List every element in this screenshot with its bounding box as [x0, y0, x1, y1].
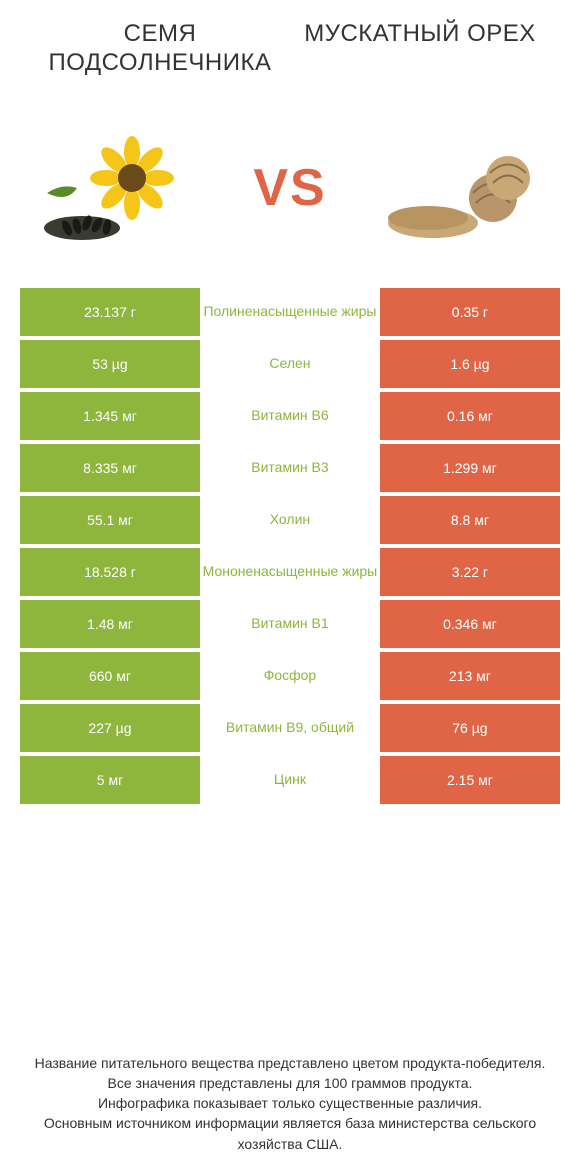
- cell-right-value: 3.22 г: [380, 548, 560, 596]
- cell-nutrient-label: Витамин B3: [200, 444, 380, 492]
- cell-right-value: 0.16 мг: [380, 392, 560, 440]
- cell-left-value: 5 мг: [20, 756, 200, 804]
- cell-nutrient-label: Витамин B9, общий: [200, 704, 380, 752]
- nutmeg-image: [357, 128, 560, 248]
- cell-right-value: 1.6 µg: [380, 340, 560, 388]
- cell-left-value: 1.345 мг: [20, 392, 200, 440]
- cell-nutrient-label: Полиненасыщенные жиры: [200, 288, 380, 336]
- footer-line: Название питательного вещества представл…: [30, 1053, 550, 1073]
- sunflower-seed-image: [20, 128, 223, 248]
- infographic-page: СЕМЯ ПОДСОЛНЕЧНИКА МУСКАТНЫЙ ОРЕХ: [0, 0, 580, 1174]
- title-right: МУСКАТНЫЙ ОРЕХ: [290, 20, 550, 49]
- table-row: 227 µgВитамин B9, общий76 µg: [20, 704, 560, 752]
- cell-left-value: 8.335 мг: [20, 444, 200, 492]
- footer-text: Название питательного вещества представл…: [20, 1053, 560, 1154]
- cell-right-value: 0.35 г: [380, 288, 560, 336]
- table-row: 55.1 мгХолин8.8 мг: [20, 496, 560, 544]
- cell-right-value: 0.346 мг: [380, 600, 560, 648]
- footer-line: Все значения представлены для 100 граммо…: [30, 1073, 550, 1093]
- cell-right-value: 8.8 мг: [380, 496, 560, 544]
- cell-nutrient-label: Мононенасыщенные жиры: [200, 548, 380, 596]
- cell-nutrient-label: Цинк: [200, 756, 380, 804]
- cell-left-value: 1.48 мг: [20, 600, 200, 648]
- cell-left-value: 53 µg: [20, 340, 200, 388]
- table-row: 660 мгФосфор213 мг: [20, 652, 560, 700]
- table-row: 1.48 мгВитамин B10.346 мг: [20, 600, 560, 648]
- footer-line: Основным источником информации является …: [30, 1113, 550, 1154]
- cell-nutrient-label: Витамин B6: [200, 392, 380, 440]
- titles-row: СЕМЯ ПОДСОЛНЕЧНИКА МУСКАТНЫЙ ОРЕХ: [20, 20, 560, 78]
- images-row: VS: [20, 108, 560, 268]
- vs-label: VS: [253, 158, 326, 218]
- table-row: 8.335 мгВитамин B31.299 мг: [20, 444, 560, 492]
- comparison-table: 23.137 гПолиненасыщенные жиры0.35 г53 µg…: [20, 288, 560, 808]
- footer-line: Инфографика показывает только существенн…: [30, 1093, 550, 1113]
- cell-right-value: 1.299 мг: [380, 444, 560, 492]
- title-left: СЕМЯ ПОДСОЛНЕЧНИКА: [30, 20, 290, 78]
- table-row: 18.528 гМононенасыщенные жиры3.22 г: [20, 548, 560, 596]
- table-row: 23.137 гПолиненасыщенные жиры0.35 г: [20, 288, 560, 336]
- cell-left-value: 55.1 мг: [20, 496, 200, 544]
- cell-nutrient-label: Холин: [200, 496, 380, 544]
- table-row: 53 µgСелен1.6 µg: [20, 340, 560, 388]
- cell-left-value: 18.528 г: [20, 548, 200, 596]
- cell-right-value: 2.15 мг: [380, 756, 560, 804]
- cell-nutrient-label: Селен: [200, 340, 380, 388]
- cell-right-value: 213 мг: [380, 652, 560, 700]
- table-row: 1.345 мгВитамин B60.16 мг: [20, 392, 560, 440]
- cell-left-value: 23.137 г: [20, 288, 200, 336]
- cell-left-value: 227 µg: [20, 704, 200, 752]
- cell-nutrient-label: Фосфор: [200, 652, 380, 700]
- cell-left-value: 660 мг: [20, 652, 200, 700]
- cell-nutrient-label: Витамин B1: [200, 600, 380, 648]
- cell-right-value: 76 µg: [380, 704, 560, 752]
- table-row: 5 мгЦинк2.15 мг: [20, 756, 560, 804]
